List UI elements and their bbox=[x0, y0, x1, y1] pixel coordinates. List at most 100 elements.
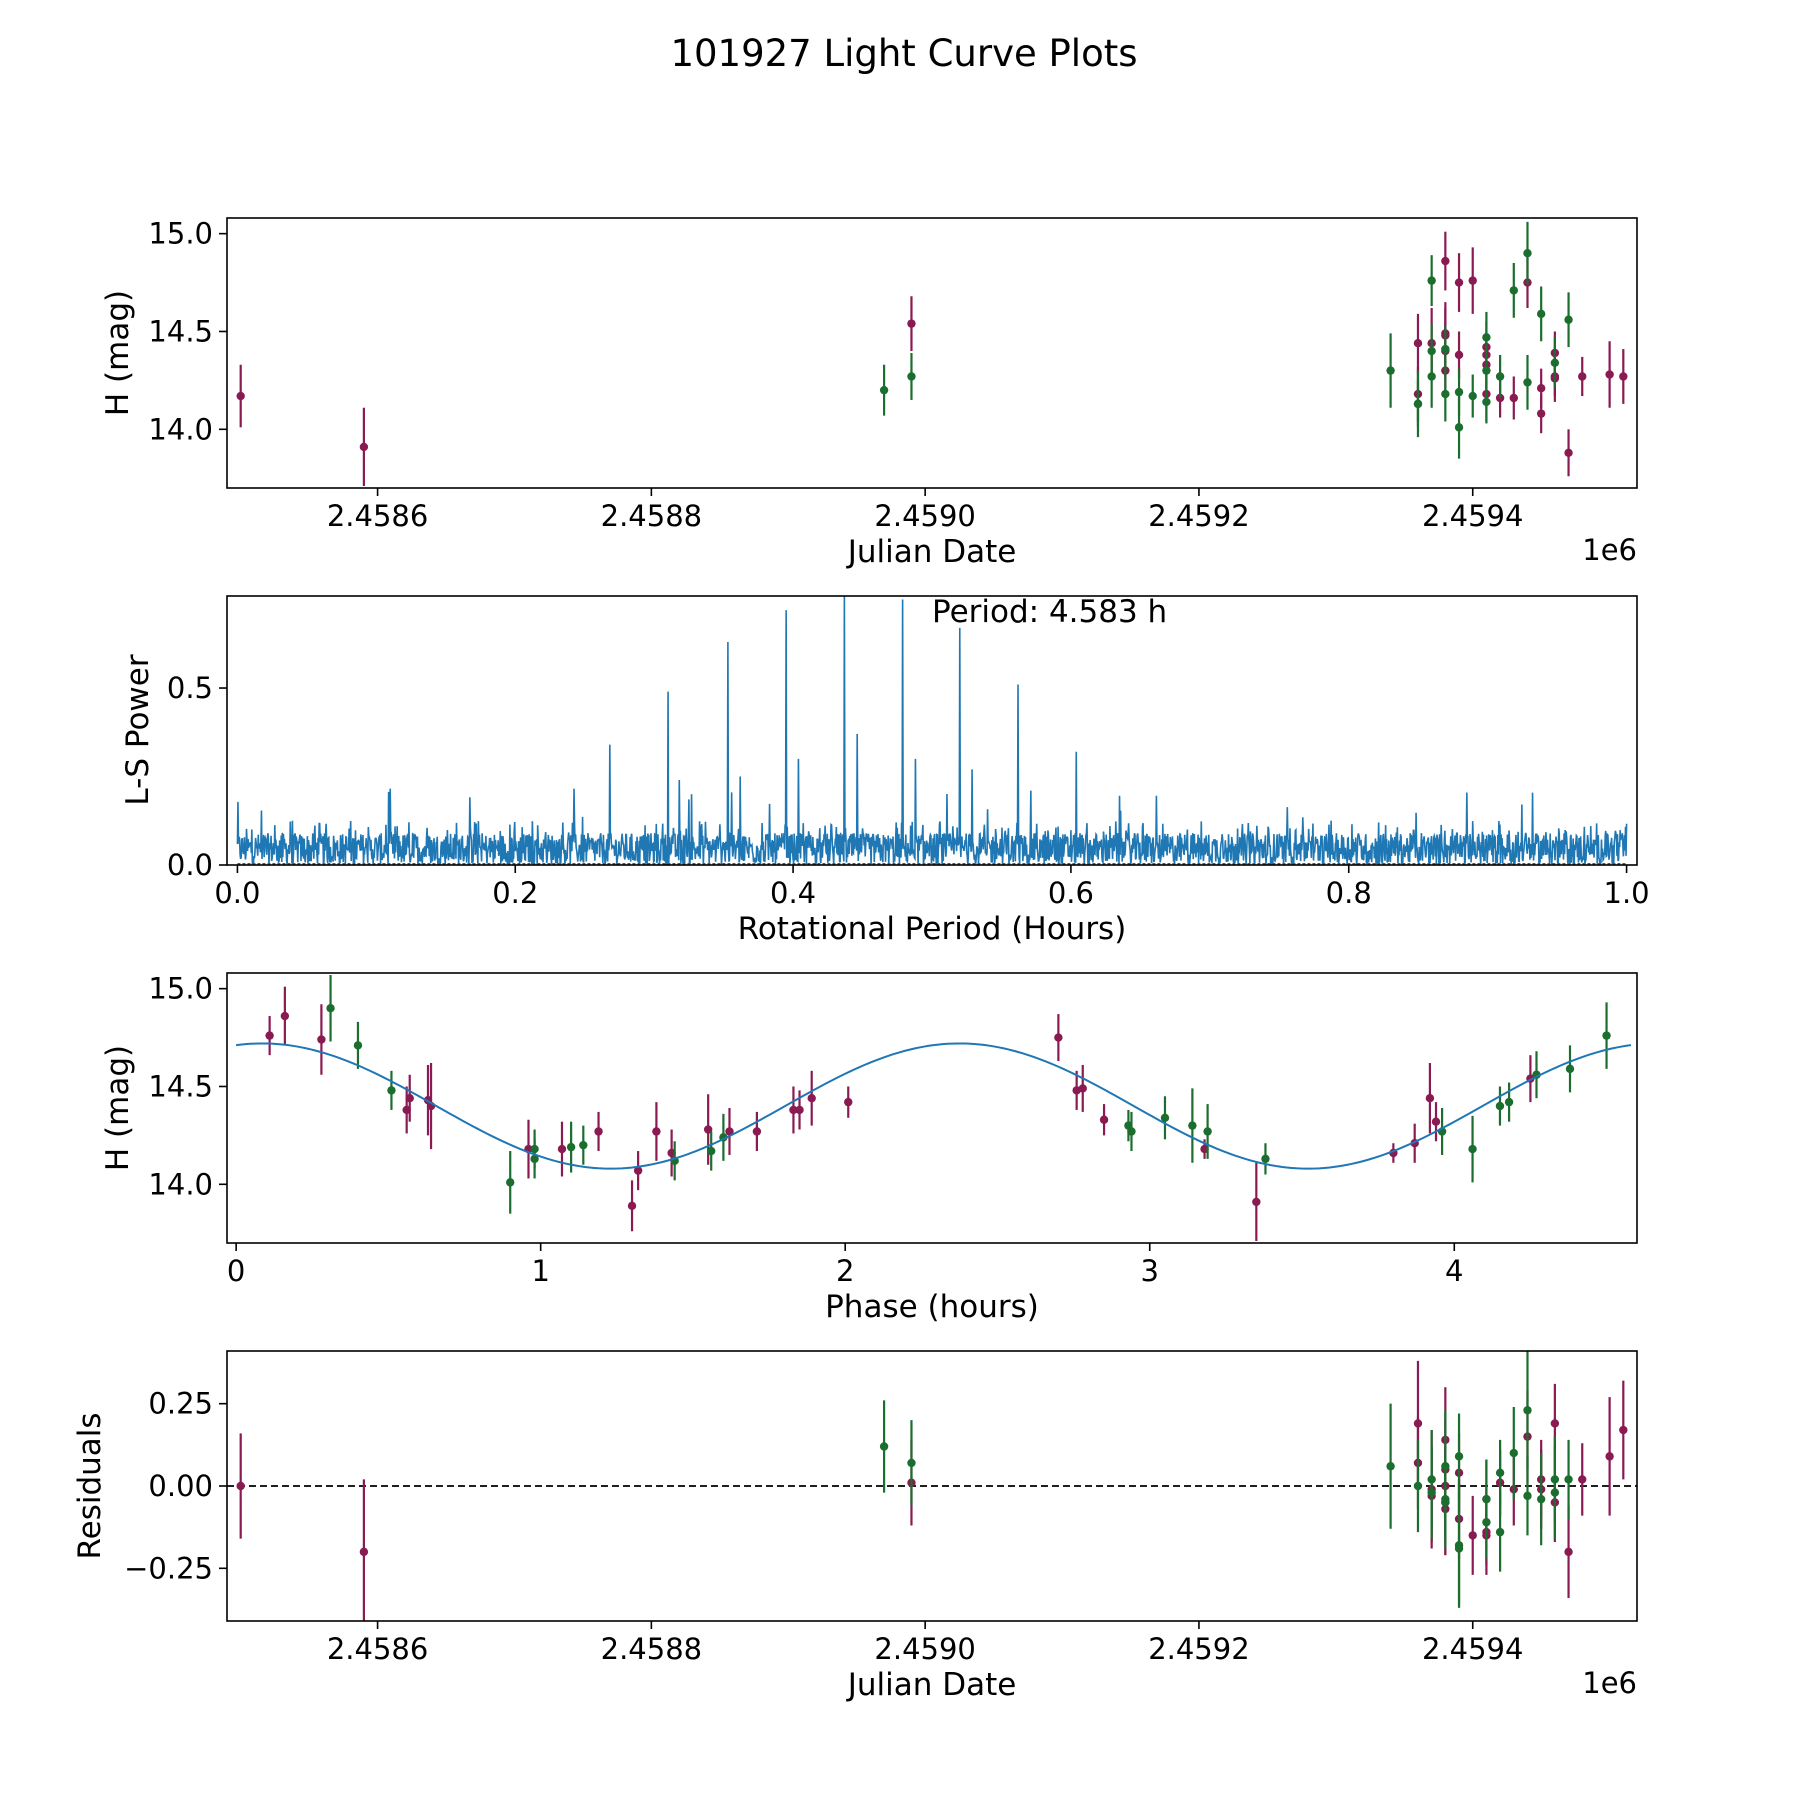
data-point-red bbox=[1441, 256, 1450, 266]
axes-frame bbox=[226, 1350, 1638, 1622]
x-tick-label: 1.0 bbox=[1604, 876, 1650, 910]
data-point-green bbox=[1495, 372, 1505, 381]
data-point-red bbox=[1468, 276, 1477, 285]
data-point-green bbox=[1386, 366, 1395, 375]
residuals-x-label: Julian Date bbox=[846, 1667, 1017, 1703]
data-point-green bbox=[387, 1086, 396, 1095]
y-tick-label: 15.0 bbox=[148, 217, 213, 251]
data-point-red bbox=[1099, 1115, 1109, 1124]
x-tick-label: 0 bbox=[227, 1254, 245, 1288]
period-annotation: Period: 4.583 h bbox=[932, 594, 1167, 630]
data-point-green bbox=[1495, 1527, 1505, 1537]
data-point-green bbox=[1203, 1127, 1212, 1136]
data-layer bbox=[236, 221, 1628, 487]
data-point-green bbox=[1564, 1475, 1573, 1484]
data-point-green bbox=[1495, 1101, 1505, 1111]
x-tick-label: 2 bbox=[836, 1254, 854, 1288]
data-layer bbox=[236, 1351, 1628, 1621]
data-point-green bbox=[1454, 1544, 1464, 1553]
x-tick-label: 2.4590 bbox=[874, 499, 975, 533]
residuals-y-label: Residuals bbox=[72, 1412, 108, 1559]
data-point-red bbox=[594, 1127, 603, 1136]
data-point-red bbox=[1509, 393, 1518, 403]
data-point-green bbox=[1441, 1494, 1450, 1504]
data-point-red bbox=[236, 1481, 245, 1491]
data-point-red bbox=[236, 391, 245, 401]
data-point-red bbox=[1536, 384, 1546, 393]
data-point-red bbox=[1425, 1094, 1435, 1103]
data-point-red bbox=[627, 1201, 637, 1211]
data-point-red bbox=[807, 1094, 816, 1103]
data-point-red bbox=[359, 1547, 369, 1557]
x-tick-label: 0.4 bbox=[770, 876, 816, 910]
data-point-green bbox=[1427, 1475, 1436, 1484]
data-point-red bbox=[1454, 278, 1464, 287]
phased-y-label: H (mag) bbox=[100, 1045, 136, 1171]
data-point-green bbox=[353, 1041, 363, 1050]
data-point-red bbox=[1536, 409, 1546, 418]
x-tick-label: 0.2 bbox=[492, 876, 538, 910]
y-tick-label: 0.25 bbox=[148, 1387, 213, 1421]
data-point-green bbox=[1482, 1494, 1491, 1504]
y-tick-label: 14.0 bbox=[148, 1167, 213, 1201]
data-point-green bbox=[1454, 1452, 1464, 1461]
data-point-green bbox=[1127, 1127, 1136, 1136]
y-tick-label: 14.0 bbox=[148, 412, 213, 446]
data-point-green bbox=[1413, 399, 1423, 409]
data-point-green bbox=[1564, 315, 1573, 324]
x-tick-label: 0.8 bbox=[1326, 876, 1372, 910]
data-point-green bbox=[1536, 1494, 1546, 1504]
data-point-green bbox=[907, 372, 916, 381]
data-point-red bbox=[1054, 1033, 1063, 1042]
x-tick-label: 2.4592 bbox=[1148, 1632, 1249, 1666]
data-point-green bbox=[1160, 1113, 1170, 1122]
data-point-green bbox=[1188, 1121, 1197, 1130]
data-point-green bbox=[907, 1458, 916, 1468]
data-point-green bbox=[1413, 1481, 1423, 1491]
residuals-offset-label: 1e6 bbox=[1582, 1666, 1637, 1700]
data-point-red bbox=[317, 1035, 326, 1044]
y-tick-label: 14.5 bbox=[148, 314, 213, 348]
data-point-red bbox=[795, 1105, 804, 1115]
data-point-green bbox=[1550, 358, 1560, 367]
periodogram-x-label: Rotational Period (Hours) bbox=[738, 911, 1127, 947]
data-point-green bbox=[707, 1146, 716, 1156]
data-point-green bbox=[326, 1004, 335, 1013]
y-tick-label: 15.0 bbox=[148, 972, 213, 1006]
data-point-red bbox=[725, 1127, 734, 1136]
observations-panel: Julian Date H (mag) 1e6 2.4586 2.4588 2.45… bbox=[100, 217, 1638, 570]
x-tick-label: 2.4594 bbox=[1422, 1632, 1523, 1666]
observations-offset-label: 1e6 bbox=[1582, 533, 1637, 567]
data-point-red bbox=[844, 1097, 853, 1107]
data-point-green bbox=[1523, 249, 1532, 258]
observations-y-label: H (mag) bbox=[100, 290, 136, 416]
data-point-green bbox=[1468, 391, 1477, 401]
data-point-red bbox=[907, 319, 916, 328]
data-point-red bbox=[633, 1166, 643, 1175]
data-point-green bbox=[1427, 276, 1436, 285]
data-point-green bbox=[1468, 1144, 1477, 1154]
x-tick-label: 3 bbox=[1141, 1254, 1159, 1288]
y-tick-label: 0.5 bbox=[167, 671, 213, 705]
data-point-green bbox=[1482, 397, 1491, 407]
axes-frame bbox=[226, 972, 1638, 1244]
data-point-red bbox=[1252, 1197, 1261, 1207]
data-point-red bbox=[1619, 1425, 1628, 1435]
data-point-green bbox=[1482, 333, 1491, 342]
data-point-red bbox=[1578, 1475, 1587, 1484]
x-tick-label: 2.4588 bbox=[601, 1632, 702, 1666]
data-point-green bbox=[1536, 309, 1546, 319]
data-point-red bbox=[1454, 350, 1464, 360]
data-point-red bbox=[1605, 370, 1614, 379]
periodogram-line bbox=[236, 596, 1628, 865]
data-point-red bbox=[1564, 448, 1573, 457]
data-point-red bbox=[789, 1105, 798, 1115]
data-point-green bbox=[530, 1154, 539, 1164]
axes-frame bbox=[226, 217, 1638, 489]
data-point-green bbox=[566, 1142, 576, 1152]
data-point-green bbox=[1386, 1462, 1395, 1471]
data-point-green bbox=[1441, 344, 1450, 354]
x-tick-label: 0.0 bbox=[214, 876, 260, 910]
